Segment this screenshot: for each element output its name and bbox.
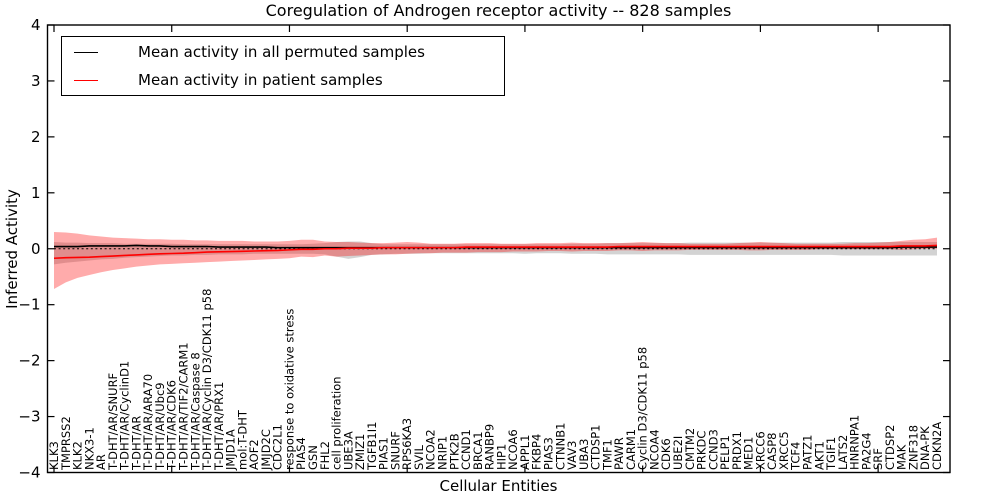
x-tick-label: ZMIZ1 — [353, 434, 367, 470]
y-tick-label: −2 — [18, 352, 40, 370]
x-tick-label: RPS6KA3 — [400, 418, 414, 470]
x-tick-label: TMF1 — [600, 439, 614, 471]
x-tick-label: CDK6 — [659, 438, 673, 470]
x-tick-label: NCOA2 — [424, 429, 438, 470]
legend-label-permuted: Mean activity in all permuted samples — [138, 43, 425, 61]
x-tick-label: cell proliferation — [330, 376, 344, 470]
x-tick-label: T-DHT/AR/PRX1 — [212, 382, 226, 471]
x-tick-label: MAK — [895, 444, 909, 470]
x-tick-label: T-DHT/AR/TIF2/CARM1 — [177, 342, 191, 471]
series-line-patient — [53, 244, 938, 260]
x-tick-label: VAV3 — [565, 441, 579, 470]
x-tick-label: LATS2 — [836, 435, 850, 470]
x-tick-label: AOF2 — [247, 439, 261, 470]
x-tick-label: AR — [94, 454, 108, 470]
x-tick-label: FHL2 — [318, 441, 332, 470]
x-tick-label: CCND1 — [459, 429, 473, 470]
x-tick-label: CDKN2A — [930, 422, 944, 470]
x-tick-label: CTDSP1 — [589, 425, 603, 470]
x-tick-label: KLK3 — [47, 441, 61, 470]
x-tick-label: NCOA6 — [506, 429, 520, 470]
x-tick-label: SRF — [871, 448, 885, 470]
y-tick-label: −4 — [18, 464, 40, 482]
x-tick-label: CTDSP2 — [883, 425, 897, 470]
x-tick-label: T-DHT/AR/ARA70 — [141, 374, 155, 471]
x-tick-label: KLK2 — [71, 441, 85, 470]
y-tick-label: 1 — [31, 184, 41, 202]
x-tick-label: PRDX1 — [730, 431, 744, 470]
x-tick-label: PATZ1 — [800, 435, 814, 470]
legend-line-sample-patient — [74, 79, 98, 81]
x-tick-label: Cyclin D3/CDK11 p58 — [636, 347, 650, 470]
x-tick-label: HIP1 — [494, 444, 508, 470]
legend-entry-patient: Mean activity in patient samples — [62, 67, 504, 93]
x-tick-label: XRCC6 — [753, 431, 767, 470]
x-tick-label: CASP8 — [765, 433, 779, 470]
x-tick-label: T-DHT/AR/CDK6 — [165, 380, 179, 471]
y-tick-label: 3 — [31, 72, 41, 90]
x-tick-label: CCND3 — [706, 429, 720, 470]
x-tick-label: PTK2B — [447, 433, 461, 470]
legend-label-patient: Mean activity in patient samples — [138, 71, 383, 89]
x-tick-label: UBE3A — [341, 431, 355, 470]
y-tick-label: −1 — [18, 296, 40, 314]
x-tick-label: APPL1 — [518, 435, 532, 470]
x-axis-label: Cellular Entities — [439, 477, 558, 495]
x-tick-label: SNURF — [388, 431, 402, 470]
x-tick-label: NRIP1 — [436, 436, 450, 470]
x-tick-label: AKT1 — [812, 441, 826, 470]
x-tick-label: T-DHT/AR/SNURF — [106, 373, 120, 471]
legend-line-sample-permuted — [74, 51, 98, 53]
x-tick-label: PRKDC — [695, 431, 709, 470]
x-tick-label: T-DHT/AR/Caspase 8 — [188, 352, 202, 471]
y-tick-label: 2 — [31, 128, 41, 146]
x-tick-label: FKBP4 — [530, 434, 544, 470]
x-tick-label: JMJD2C — [259, 429, 273, 471]
x-tick-label: T-DHT/AR/CyclinD1 — [118, 361, 132, 471]
x-tick-label: UBE2I — [671, 436, 685, 470]
x-tick-label: ZNF318 — [906, 425, 920, 470]
y-tick-label: −3 — [18, 408, 40, 426]
x-tick-label: CARM1 — [624, 429, 638, 470]
x-tick-label: PAWR — [612, 437, 626, 470]
x-tick-label: CDC2L1 — [271, 424, 285, 470]
x-tick-label: T-DHT/AR/Ubc9 — [153, 382, 167, 471]
band-patient-envelope — [54, 231, 937, 290]
x-tick-label: TMPRSS2 — [59, 416, 73, 471]
x-tick-label: PELP1 — [718, 435, 732, 470]
x-tick-label: PA2G4 — [859, 432, 873, 470]
legend-entry-permuted: Mean activity in all permuted samples — [62, 39, 504, 65]
x-tick-label: RANBP9 — [483, 424, 497, 470]
x-tick-label: GSN — [306, 445, 320, 470]
x-tick-label: DNA-PK — [918, 426, 932, 470]
x-tick-label: TGIF1 — [824, 437, 838, 471]
legend: Mean activity in all permuted samples Me… — [61, 36, 505, 96]
x-tick-label: PIAS1 — [377, 437, 391, 470]
x-tick-label: TCF4 — [789, 442, 803, 471]
x-tick-label: JMJD1A — [224, 429, 238, 471]
x-tick-label: T-DHT/AR/Cyclin D3/CDK11 p58 — [200, 289, 214, 471]
x-tick-label: UBA3 — [577, 439, 591, 471]
x-tick-label: HNRNPA1 — [848, 415, 862, 470]
x-tick-label: T-DHT/AR — [129, 416, 143, 471]
y-tick-label: 4 — [31, 16, 41, 34]
y-tick-label: 0 — [31, 240, 41, 258]
x-tick-label: NCOA4 — [647, 429, 661, 470]
x-tick-label: mol:T-DHT — [235, 409, 249, 470]
x-tick-label: PIAS3 — [541, 437, 555, 470]
x-tick-label: XRCC5 — [777, 431, 791, 470]
x-tick-label: NKX3-1 — [82, 427, 96, 470]
x-tick-label: CMTM2 — [683, 428, 697, 470]
x-tick-label: SVIL — [412, 444, 426, 470]
x-tick-label: TGFB1I1 — [365, 422, 379, 471]
x-tick-label: CTNNB1 — [553, 423, 567, 470]
x-tick-label: BRCA1 — [471, 431, 485, 470]
x-tick-label: MED1 — [742, 437, 756, 470]
chart-title: Coregulation of Androgen receptor activi… — [265, 1, 732, 20]
x-tick-label: response to oxidative stress — [282, 309, 296, 470]
x-tick-label: PIAS4 — [294, 437, 308, 470]
